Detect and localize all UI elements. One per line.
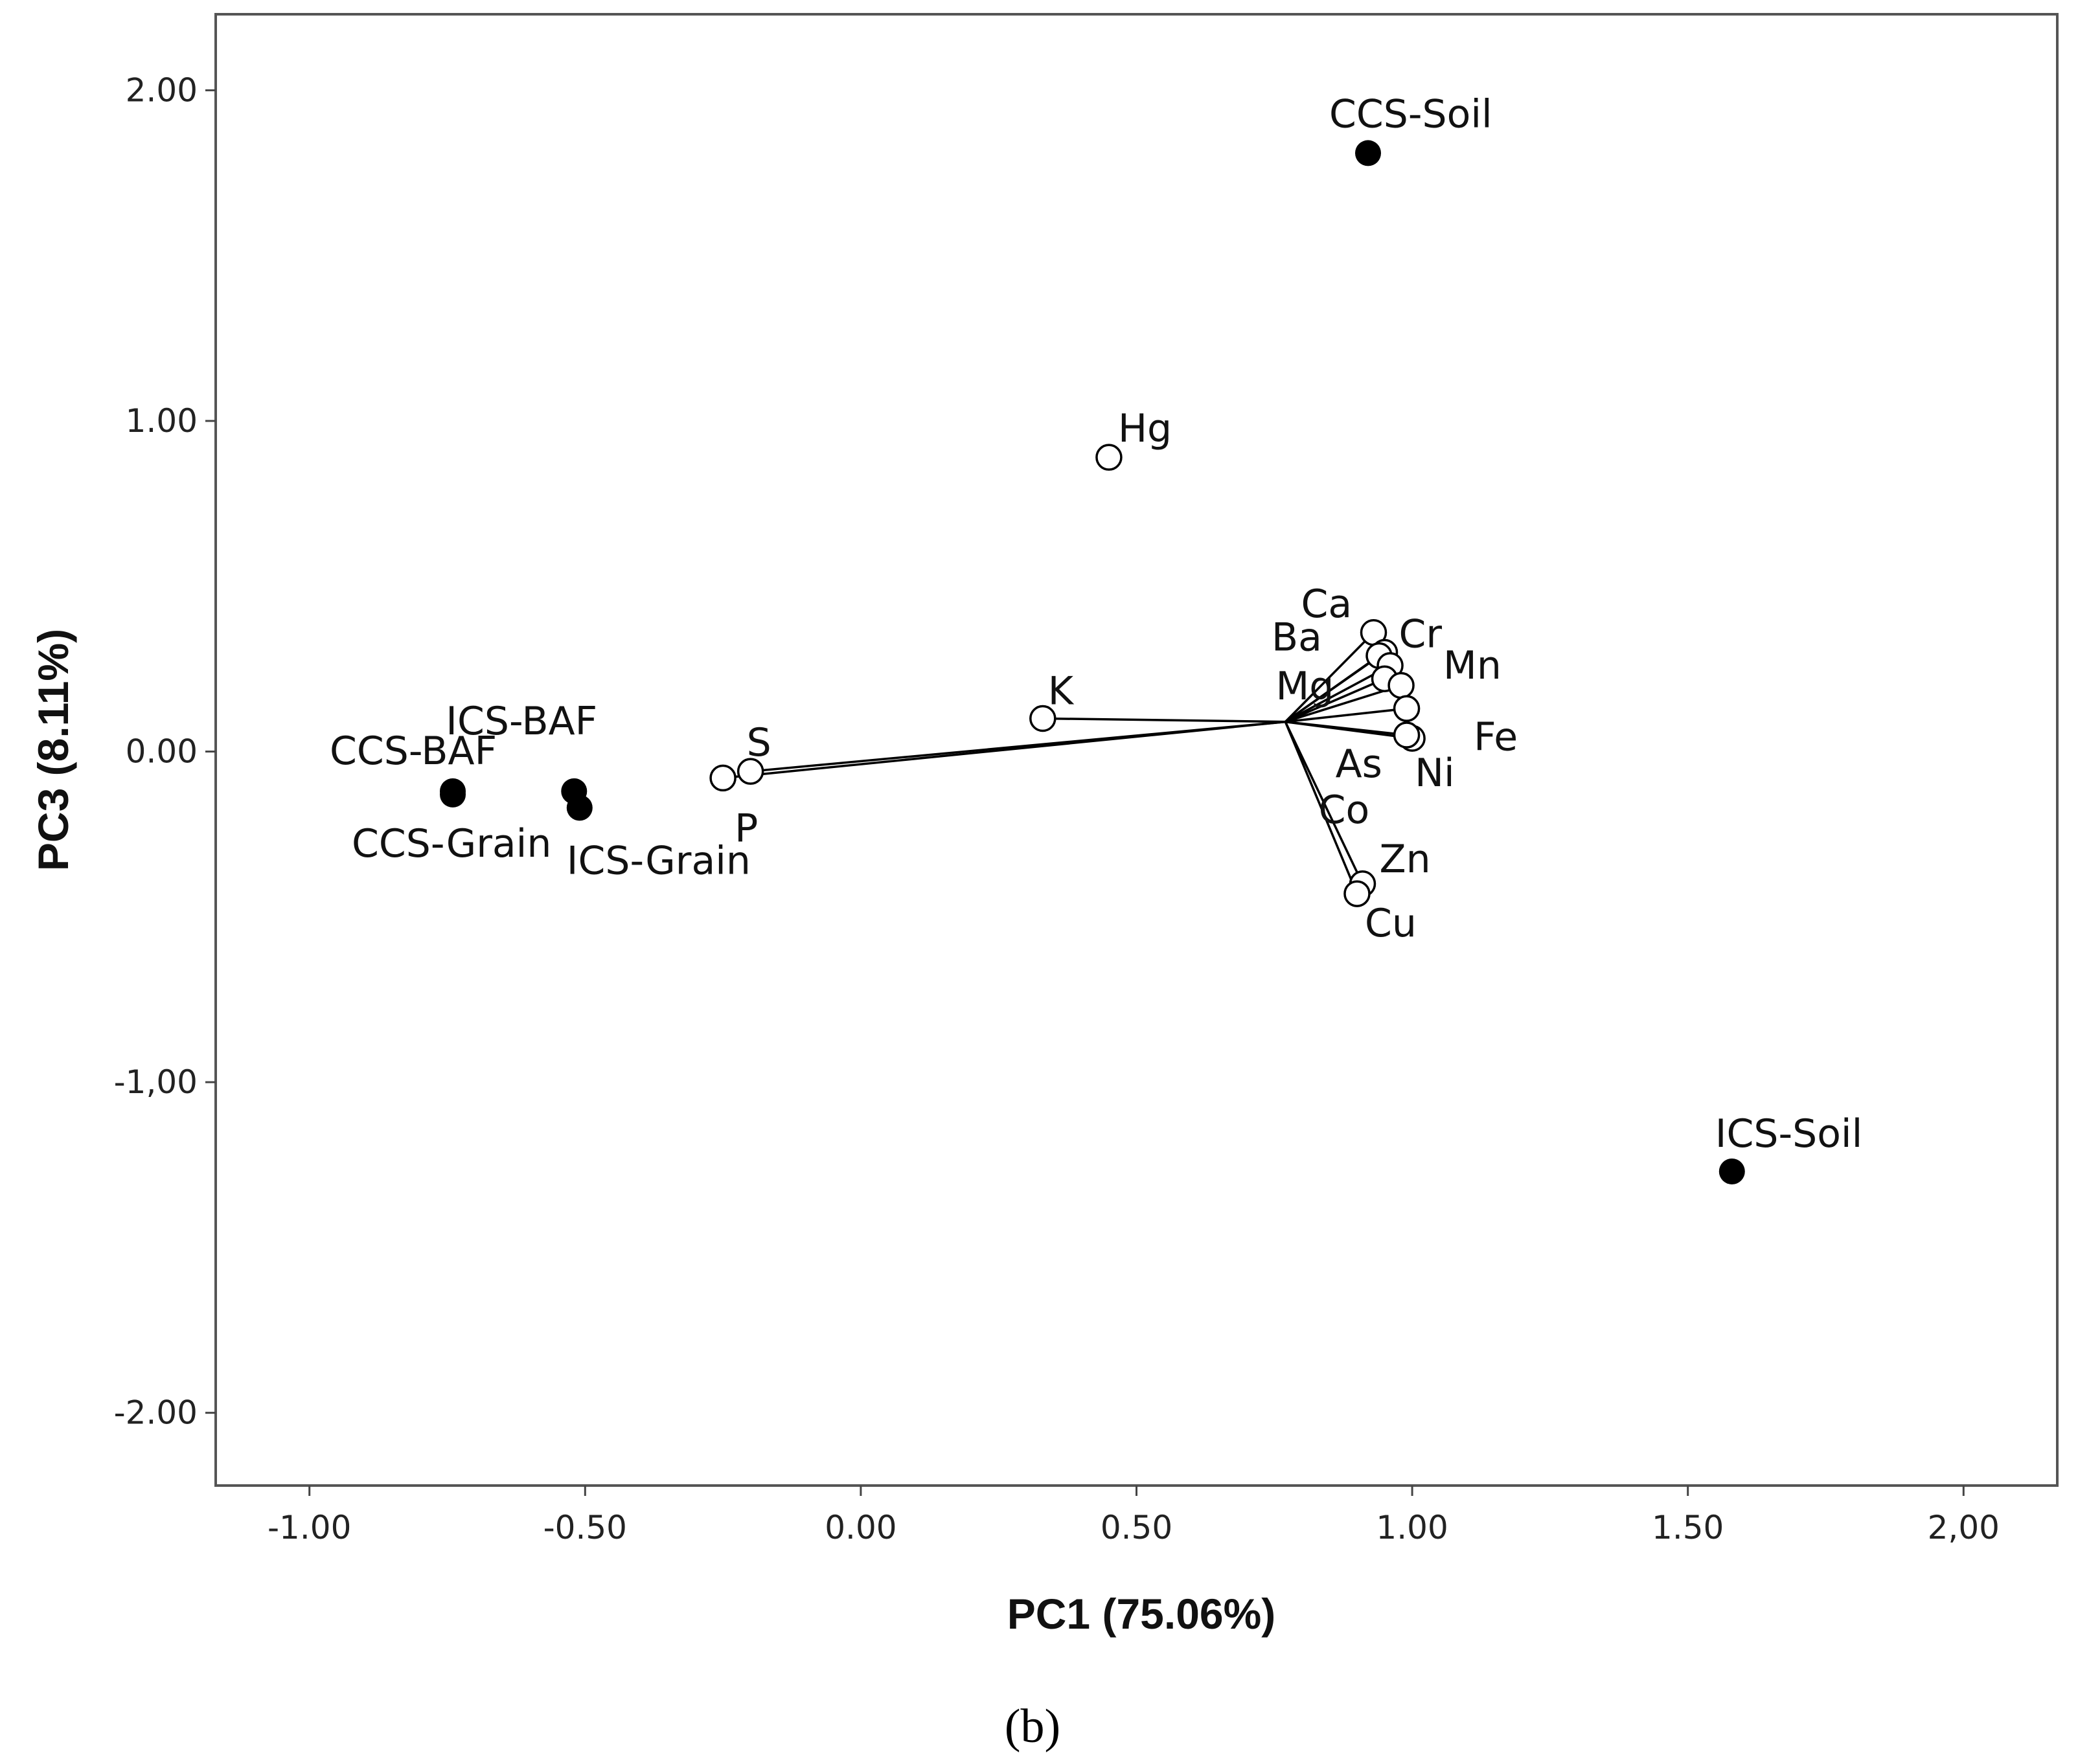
data-points: CCS-Soil ICS-Soil CCS-BAF CCS-Grain ICS-BAF I…: [330, 91, 1862, 1184]
variable-point-k: [1029, 705, 1056, 732]
vector-mg: [1284, 677, 1386, 723]
variable-label-p: P: [735, 806, 758, 851]
variable-label-cr: Cr: [1399, 611, 1443, 657]
variable-label-hg: Hg: [1118, 406, 1172, 451]
variable-label-ca: Ca: [1301, 582, 1353, 627]
variable-point-hg: [1095, 444, 1123, 471]
x-tick-label: 0.00: [825, 1509, 896, 1546]
plot-frame: [214, 13, 2059, 1487]
variable-label-mn: Mn: [1443, 643, 1501, 688]
sample-point-ccs-soil: [1355, 140, 1382, 166]
x-tick-label: 1.50: [1652, 1509, 1724, 1546]
sample-label-ccs-baf: CCS-BAF: [330, 729, 497, 774]
figure-caption: (b): [1005, 1700, 1060, 1753]
variable-label-mg: Mg: [1276, 664, 1334, 709]
x-axis-title: PC1 (75.06%): [1007, 1590, 1276, 1638]
variable-label-ba: Ba: [1272, 615, 1322, 660]
sample-point-ics-soil: [1718, 1158, 1745, 1184]
variable-point-cu: [1343, 880, 1371, 907]
y-tick-label: 2.00: [126, 71, 198, 109]
sample-point-ccs-grain: [440, 781, 466, 808]
vector-ca: [1284, 631, 1375, 723]
vector-as: [1285, 707, 1407, 723]
variable-label-s: S: [747, 720, 771, 765]
x-tick-label: -1.00: [268, 1509, 351, 1546]
x-tick-label: 0.50: [1101, 1509, 1172, 1546]
vector-ba: [1284, 655, 1380, 723]
y-tick-label: -1,00: [114, 1063, 198, 1101]
y-axis-ticks: 2.00 1.00 0.00 -1,00 -2.00: [114, 71, 216, 1432]
sample-label-ics-grain: ICS-Grain: [567, 838, 751, 883]
variable-label-cu: Cu: [1365, 901, 1417, 946]
variable-label-ni: Ni: [1415, 751, 1455, 796]
x-axis-ticks: -1.00 -0.50 0.00 0.50 1.00 1.50 2,00: [268, 1486, 2000, 1546]
x-tick-label: -0.50: [543, 1509, 627, 1546]
variable-point-co: [1393, 721, 1421, 749]
vector-co: [1285, 720, 1407, 736]
variable-point-p: [709, 764, 736, 792]
variable-label-k: K: [1048, 668, 1075, 714]
vector-zn: [1284, 721, 1364, 885]
variable-point-as: [1393, 695, 1421, 722]
variable-label-fe: Fe: [1474, 714, 1518, 760]
variable-point-s: [736, 758, 764, 785]
sample-label-ccs-soil: CCS-Soil: [1329, 91, 1492, 137]
y-tick-label: 0.00: [126, 733, 198, 771]
sample-label-ccs-grain: CCS-Grain: [352, 821, 551, 866]
variable-label-co: Co: [1319, 787, 1370, 833]
vector-cu: [1284, 721, 1358, 894]
variable-label-zn: Zn: [1379, 837, 1430, 882]
sample-point-ics-grain: [566, 795, 593, 821]
sample-label-ics-baf: ICS-BAF: [446, 699, 597, 744]
vector-p: [722, 720, 1286, 780]
variable-point-fe: [1387, 672, 1415, 699]
x-tick-label: 1.00: [1376, 1509, 1448, 1546]
x-tick-label: 2,00: [1928, 1509, 2000, 1546]
y-axis-title: PC3 (8.11%): [29, 629, 77, 871]
y-tick-label: 1.00: [126, 402, 198, 440]
variable-label-as: As: [1336, 741, 1382, 787]
y-tick-label: -2.00: [114, 1394, 198, 1432]
sample-label-ics-soil: ICS-Soil: [1715, 1111, 1862, 1157]
vector-k: [1042, 717, 1286, 723]
